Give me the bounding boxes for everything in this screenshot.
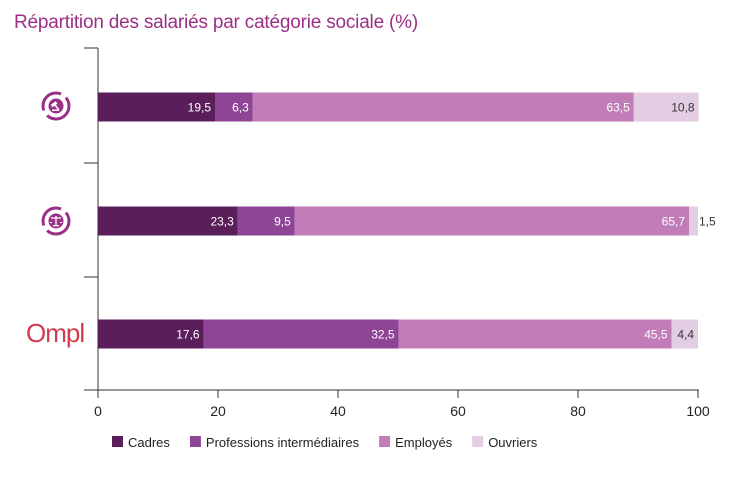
gavel-icon — [41, 91, 71, 121]
data-label: 19,5 — [188, 101, 212, 115]
bar-segment — [252, 92, 634, 122]
x-tick-label: 0 — [94, 403, 102, 419]
legend-item: Professions intermédiaires — [189, 435, 360, 450]
data-label: 10,8 — [671, 101, 695, 115]
data-label: 4,4 — [677, 328, 694, 342]
legend-swatch — [472, 436, 484, 447]
data-label: 9,5 — [274, 215, 291, 229]
x-tick-label: 20 — [210, 403, 226, 419]
scales-of-justice-icon — [41, 206, 71, 236]
legend-item: Employés — [379, 435, 453, 450]
data-label: 63,5 — [606, 101, 630, 115]
bar-segment — [237, 206, 295, 236]
x-tick-label: 100 — [686, 403, 710, 419]
data-label: 6,3 — [232, 101, 249, 115]
bar-segment — [671, 319, 698, 349]
data-label: 32,5 — [371, 328, 395, 342]
chart-tick-labels: 0 20 40 60 80 100 — [94, 403, 710, 419]
legend-item: Ouvriers — [472, 435, 538, 450]
data-label: 23,3 — [210, 215, 234, 229]
bar-segment — [98, 319, 204, 349]
bar-segment — [689, 206, 698, 236]
legend-label: Professions intermédiaires — [206, 435, 360, 450]
bar-segment — [98, 206, 238, 236]
chart-legend: Cadres Professions intermédiaires Employés… — [112, 435, 538, 450]
bar-segment — [633, 92, 699, 122]
ompl-logo: Ompl — [26, 318, 84, 348]
data-label: 65,7 — [662, 215, 686, 229]
legend-swatch — [379, 436, 391, 447]
category-logos: Ompl — [26, 91, 85, 348]
bar-segment — [203, 319, 399, 349]
legend-label: Ouvriers — [488, 435, 538, 450]
legend-item: Cadres — [112, 435, 170, 450]
bar-segment — [398, 319, 672, 349]
x-tick-label: 80 — [570, 403, 586, 419]
bar-segment — [294, 206, 689, 236]
legend-label: Employés — [395, 435, 453, 450]
legend-swatch — [112, 436, 123, 447]
data-label: 45,5 — [644, 328, 668, 342]
x-tick-label: 40 — [330, 403, 346, 419]
bar-segment — [215, 92, 253, 122]
data-label: 17,6 — [176, 328, 200, 342]
data-label: 1,5 — [699, 215, 716, 229]
chart-title: Répartition des salariés par catégorie s… — [14, 12, 418, 33]
x-tick-label: 60 — [450, 403, 466, 419]
bar-segment — [98, 92, 215, 122]
chart-data-labels: 19,5 6,3 63,5 10,8 23,3 9,5 65,7 1,5 17,6 32,5 45,… — [176, 101, 716, 342]
legend-label: Cadres — [128, 435, 170, 450]
legend-swatch — [189, 436, 201, 447]
chart-bars — [98, 92, 699, 349]
